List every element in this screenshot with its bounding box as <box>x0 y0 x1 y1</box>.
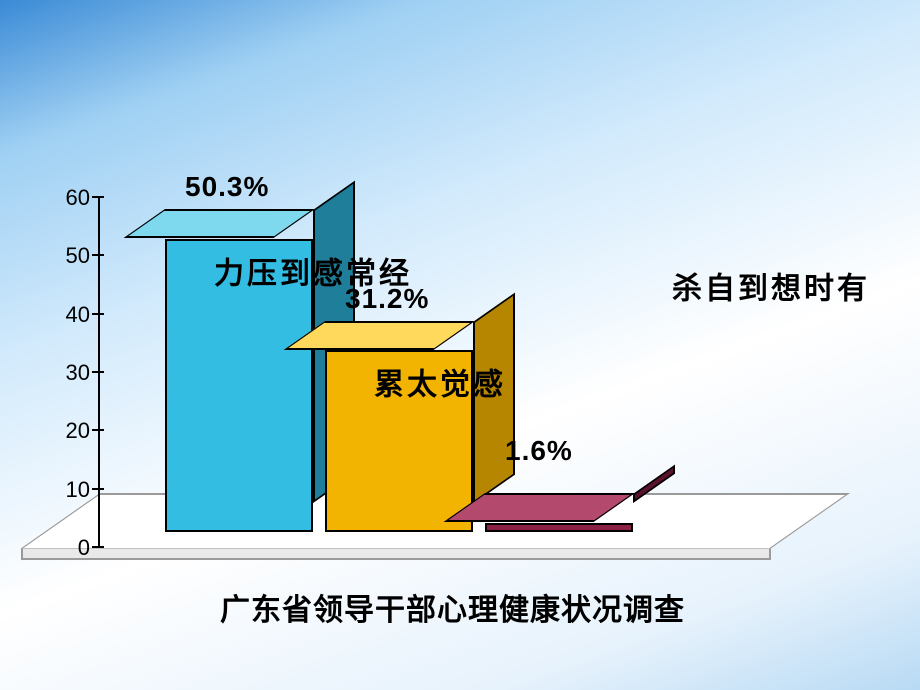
y-axis-tick-label: 10 <box>40 477 90 503</box>
y-axis-tick <box>92 429 104 431</box>
bar-value-label: 1.6% <box>505 435 573 467</box>
y-axis-tick <box>92 546 104 548</box>
y-axis-tick-label: 60 <box>40 185 90 211</box>
bar-top-face <box>123 209 315 238</box>
y-axis-tick <box>92 488 104 490</box>
y-axis-tick-label: 30 <box>40 360 90 386</box>
bar-category-label: 感觉太累 <box>369 368 501 400</box>
bar-category-label: 有时想到自杀 <box>667 272 865 304</box>
y-axis-tick-label: 50 <box>40 243 90 269</box>
y-axis-tick-label: 0 <box>40 535 90 561</box>
chart-title: 广东省领导干部心理健康状况调查 <box>220 585 685 629</box>
bar-front-face <box>485 523 633 532</box>
y-axis-tick-label: 20 <box>40 418 90 444</box>
bar-value-label: 31.2% <box>345 283 429 315</box>
bar-value-label: 50.3% <box>185 171 269 203</box>
y-axis-tick <box>92 371 104 373</box>
y-axis-tick <box>92 313 104 315</box>
bar-chart: 0102030405060 50.3%经常感到压力31.2%感觉太累1.6%有时… <box>80 40 880 660</box>
y-axis-tick-label: 40 <box>40 302 90 328</box>
chart-floor-front <box>21 548 771 560</box>
y-axis-tick <box>92 196 104 198</box>
y-axis-tick <box>92 254 104 256</box>
